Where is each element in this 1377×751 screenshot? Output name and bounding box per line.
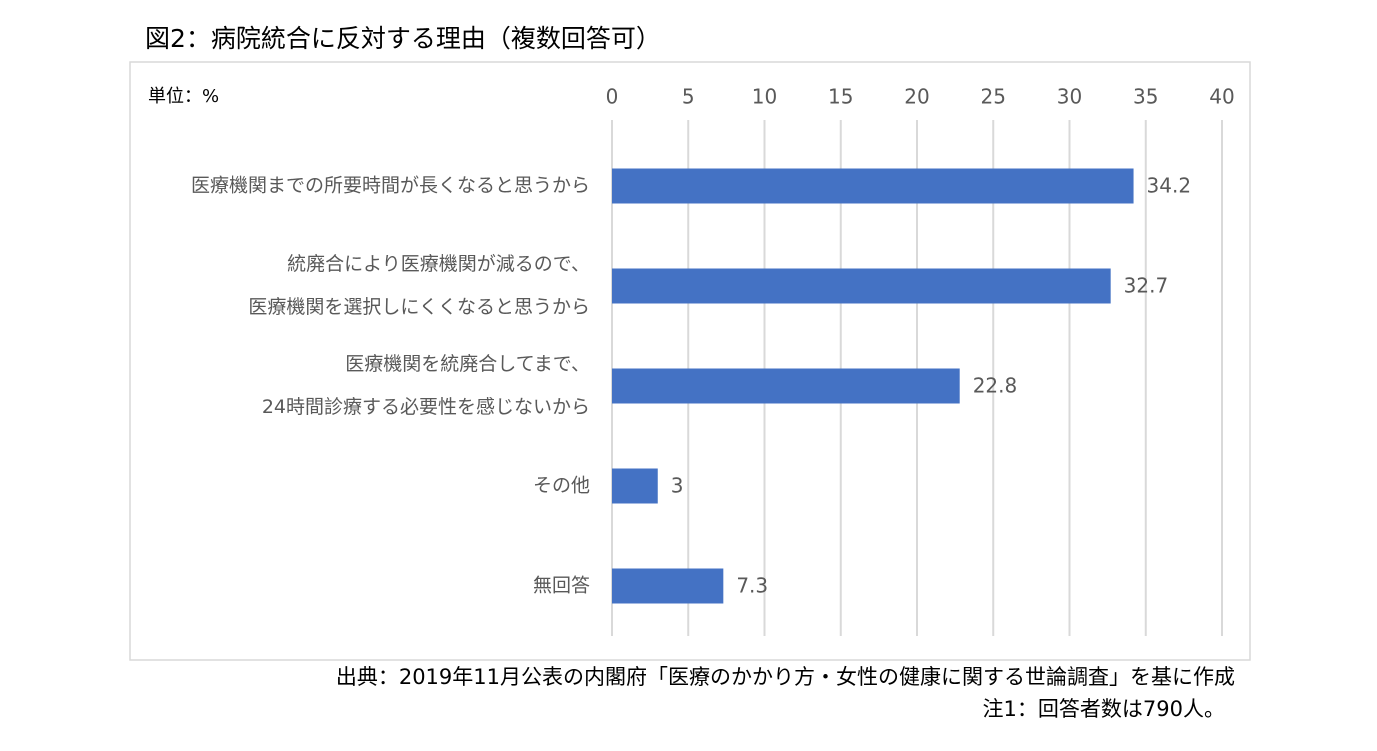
data-label: 3 xyxy=(671,474,684,498)
bar xyxy=(612,368,960,404)
unit-label: 単位：% xyxy=(148,86,219,107)
plot-frame xyxy=(129,61,1251,661)
chart-title: 図2：病院統合に反対する理由（複数回答可） xyxy=(145,24,661,53)
x-tick-label: 25 xyxy=(981,85,1006,109)
y-tick-label: その他 xyxy=(533,475,590,497)
source-note: 出典：2019年11月公表の内閣府「医療のかかり方・女性の健康に関する世論調査」… xyxy=(336,665,1235,689)
respondent-note: 注1：回答者数は790人。 xyxy=(983,697,1225,721)
data-label: 22.8 xyxy=(973,374,1018,398)
x-tick-label: 30 xyxy=(1057,85,1082,109)
data-label: 32.7 xyxy=(1124,274,1169,298)
bar xyxy=(612,468,658,504)
x-tick-label: 5 xyxy=(682,85,695,109)
x-tick-label: 10 xyxy=(752,85,777,109)
y-tick-label: 無回答 xyxy=(533,575,590,597)
bar xyxy=(612,168,1134,204)
x-tick-label: 20 xyxy=(904,85,929,109)
data-label: 7.3 xyxy=(736,574,768,598)
y-tick-label: 医療機関を選択しにくくなると思うから xyxy=(248,296,590,318)
y-tick-label: 医療機関を統廃合してまで、 xyxy=(345,353,590,375)
y-tick-label: 統廃合により医療機関が減るので、 xyxy=(287,253,590,275)
y-tick-label: 24時間診療する必要性を感じないから xyxy=(262,396,590,418)
bar xyxy=(612,568,724,604)
x-tick-label: 0 xyxy=(606,85,619,109)
x-tick-label: 15 xyxy=(828,85,853,109)
y-tick-label: 医療機関までの所要時間が長くなると思うから xyxy=(191,175,590,197)
x-tick-label: 40 xyxy=(1209,85,1234,109)
bar xyxy=(612,268,1111,304)
x-tick-label: 35 xyxy=(1133,85,1158,109)
data-label: 34.2 xyxy=(1147,174,1192,198)
